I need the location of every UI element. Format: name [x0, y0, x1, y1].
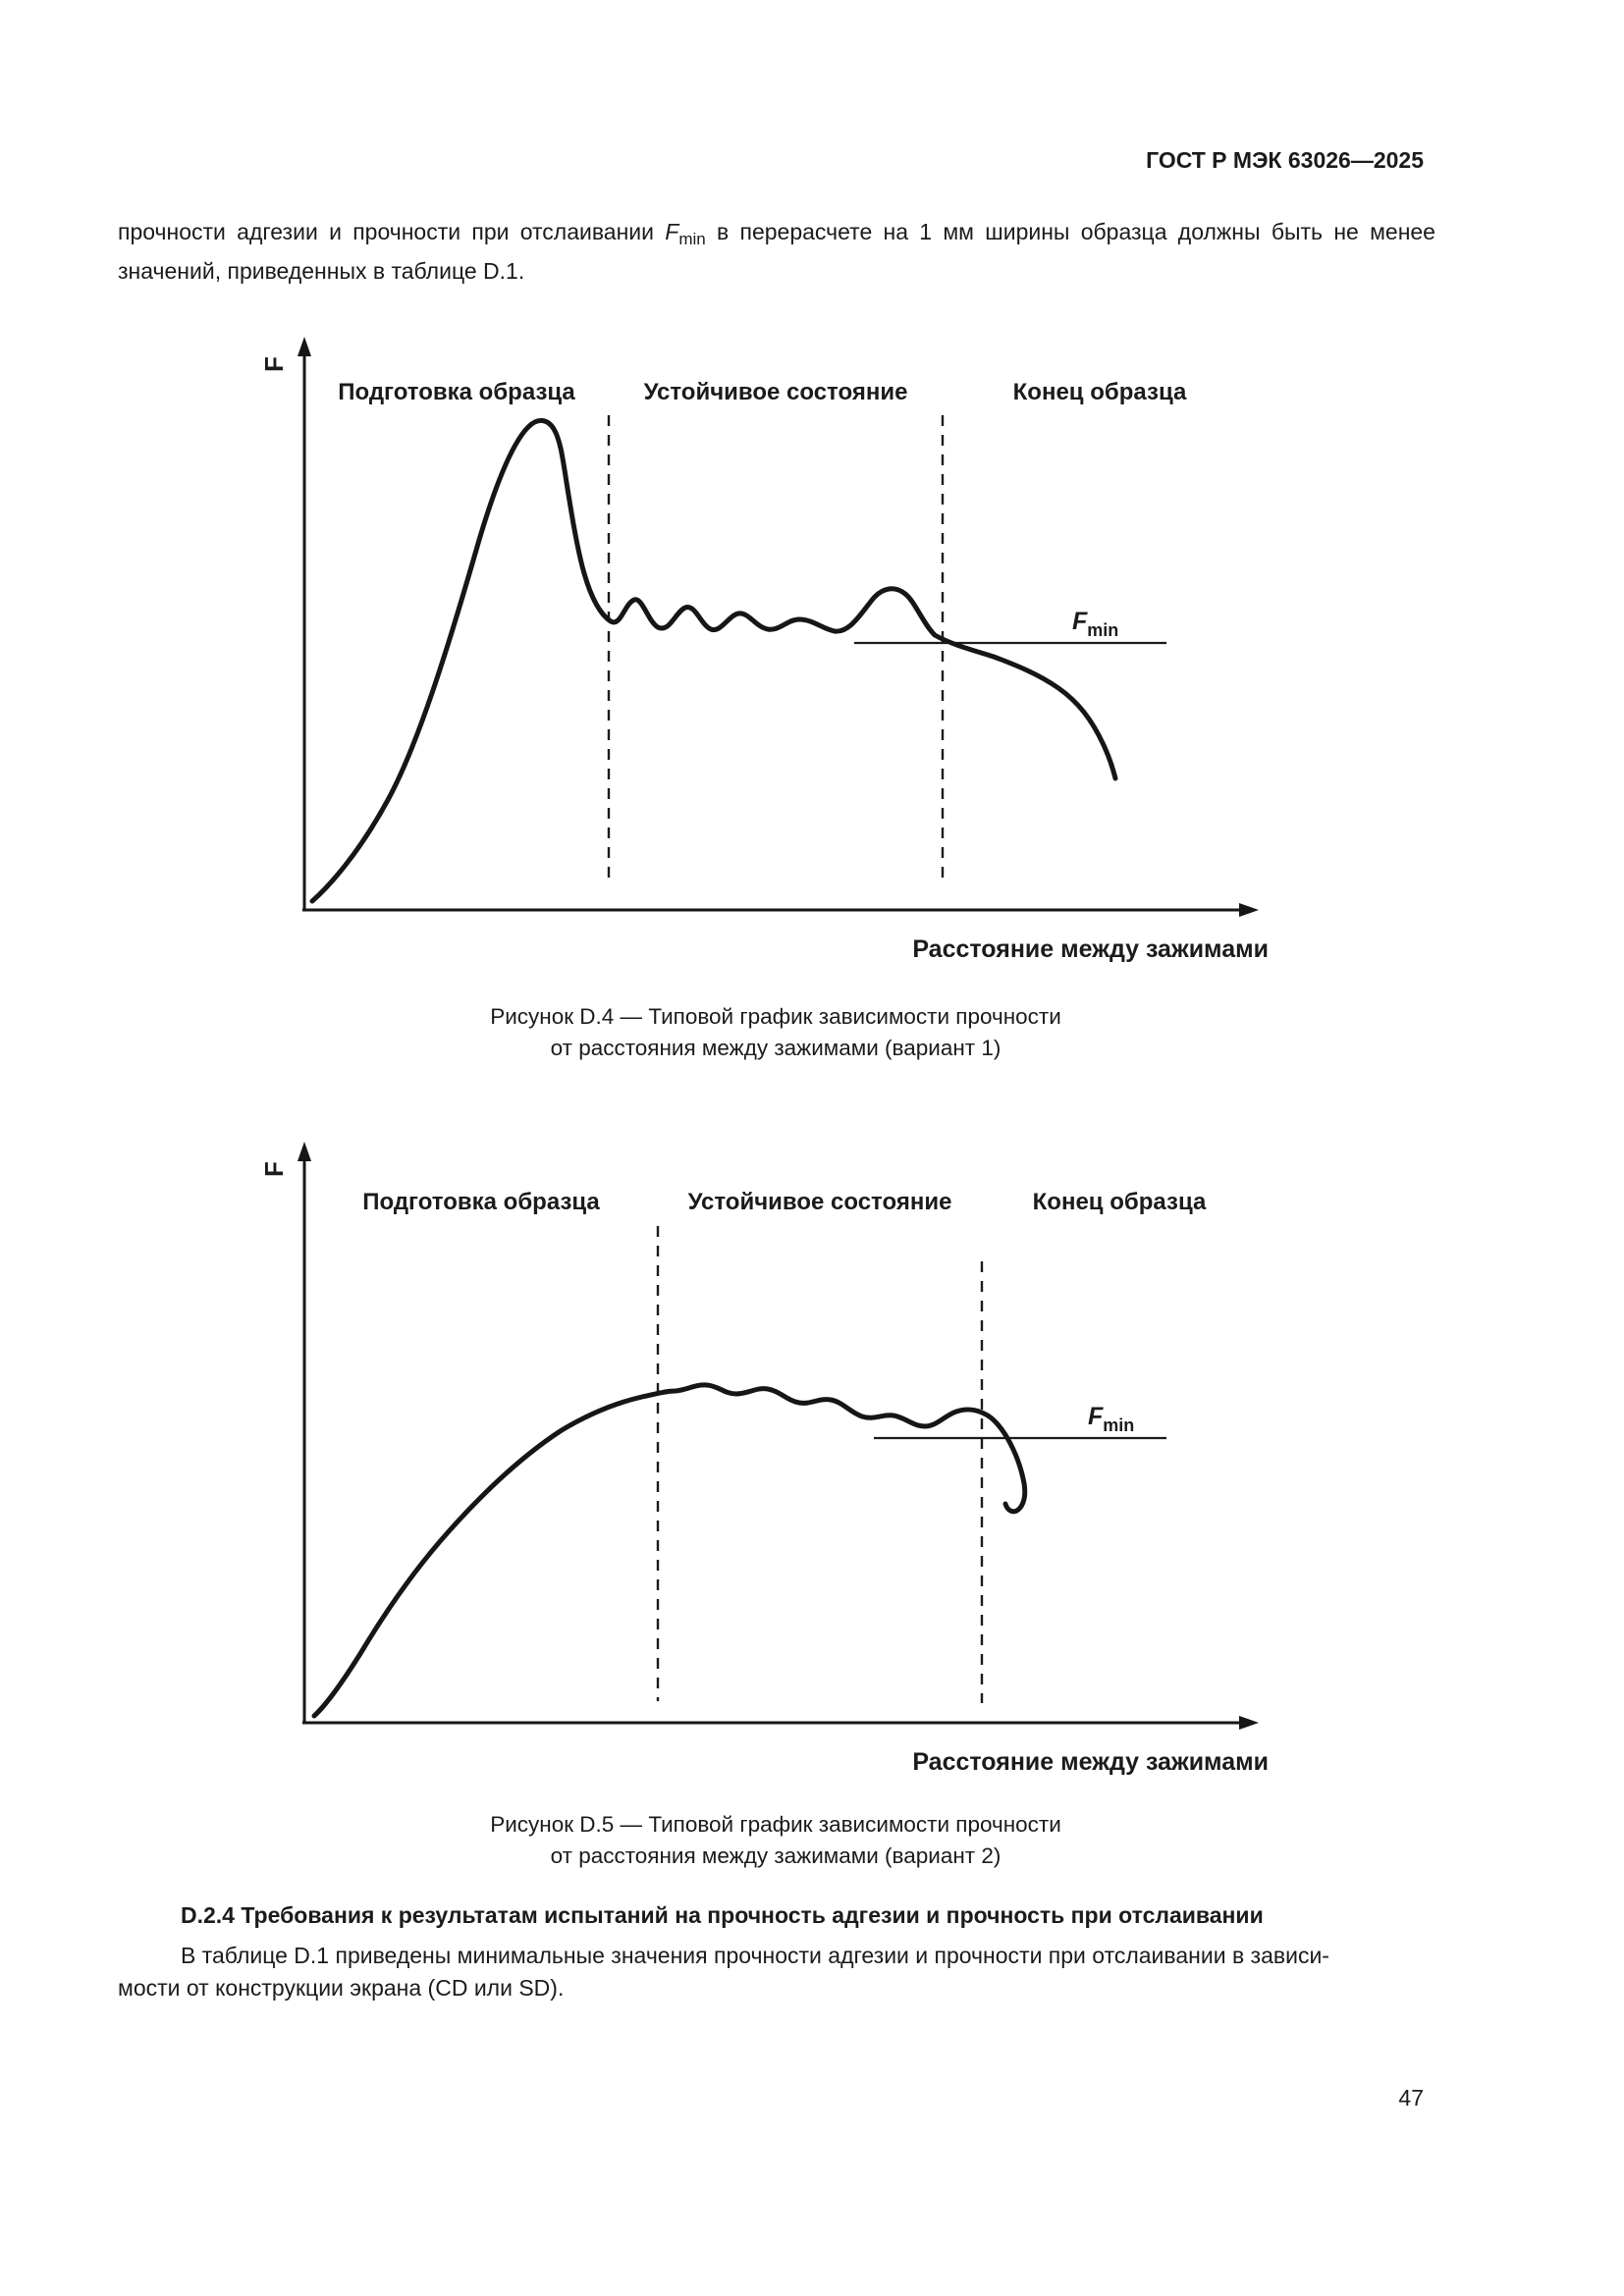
- figure-d5-caption-line2: от расстояния между зажимами (вариант 2): [550, 1843, 1001, 1868]
- d5-region-label-end-of-sample: Конец образца: [1033, 1189, 1207, 1215]
- d4-y-axis-label: F: [259, 356, 289, 372]
- document-header-title: ГОСТ Р МЭК 63026—2025: [1146, 147, 1424, 173]
- intro-text-after: в перерасчете на 1 мм ширины образца дол…: [118, 219, 1435, 284]
- d4-fmin-symbol: F: [1072, 608, 1088, 635]
- d5-x-axis-arrow-icon: [1239, 1716, 1259, 1730]
- intro-text-before: прочности адгезии и прочности при отслаи…: [118, 219, 666, 244]
- d5-y-axis-arrow-icon: [298, 1142, 311, 1161]
- d4-y-axis-arrow-icon: [298, 337, 311, 356]
- section-d2-4-paragraph-line2: мости от конструкции экрана (CD или SD).: [118, 1975, 565, 2001]
- d4-region-label-end-of-sample: Конец образца: [1013, 379, 1187, 405]
- figure-d4-caption-line1: Рисунок D.4 — Типовой график зависимости…: [490, 1004, 1061, 1029]
- d5-fmin-label: Fmin: [1088, 1403, 1134, 1435]
- figure-d4-caption: Рисунок D.4 — Типовой график зависимости…: [226, 1001, 1326, 1064]
- d4-region-label-steady-state: Устойчивое состояние: [644, 379, 908, 405]
- figure-d4-caption-line2: от расстояния между зажимами (вариант 1): [550, 1036, 1001, 1060]
- d5-region-label-preparation: Подготовка образца: [362, 1189, 600, 1215]
- d5-y-axis-label: F: [259, 1161, 289, 1177]
- d5-x-axis-label: Расстояние между зажимами: [912, 1748, 1269, 1776]
- d5-fmin-symbol: F: [1088, 1403, 1104, 1430]
- d5-force-curve: [311, 1382, 1028, 1719]
- d5-region-label-steady-state: Устойчивое состояние: [688, 1189, 952, 1215]
- d4-region-label-preparation: Подготовка образца: [338, 379, 575, 405]
- figure-d5-chart: F Подготовка образца Устойчивое состояни…: [259, 1142, 1269, 1776]
- intro-paragraph: прочности адгезии и прочности при отслаи…: [118, 216, 1435, 288]
- page-number: 47: [1398, 2085, 1424, 2110]
- figure-d5-caption-line1: Рисунок D.5 — Типовой график зависимости…: [490, 1812, 1061, 1837]
- figure-d4-chart: F Подготовка образца Устойчивое состояни…: [259, 337, 1269, 963]
- d4-fmin-label: Fmin: [1072, 608, 1118, 640]
- section-d2-4-paragraph: В таблице D.1 приведены минимальные знач…: [118, 1940, 1441, 2004]
- d4-force-curve: [309, 418, 1118, 904]
- d4-x-axis-label: Расстояние между зажимами: [912, 935, 1269, 963]
- section-d2-4-heading: D.2.4 Требования к результатам испытаний…: [181, 1902, 1264, 1928]
- force-symbol: F: [665, 219, 679, 244]
- figure-d5-caption: Рисунок D.5 — Типовой график зависимости…: [226, 1809, 1326, 1872]
- d5-fmin-subscript: min: [1103, 1415, 1134, 1435]
- force-symbol-subscript: min: [678, 230, 706, 248]
- d4-x-axis-arrow-icon: [1239, 903, 1259, 917]
- d4-fmin-subscript: min: [1087, 620, 1118, 640]
- section-d2-4-paragraph-line1: В таблице D.1 приведены минимальные знач…: [181, 1943, 1329, 1968]
